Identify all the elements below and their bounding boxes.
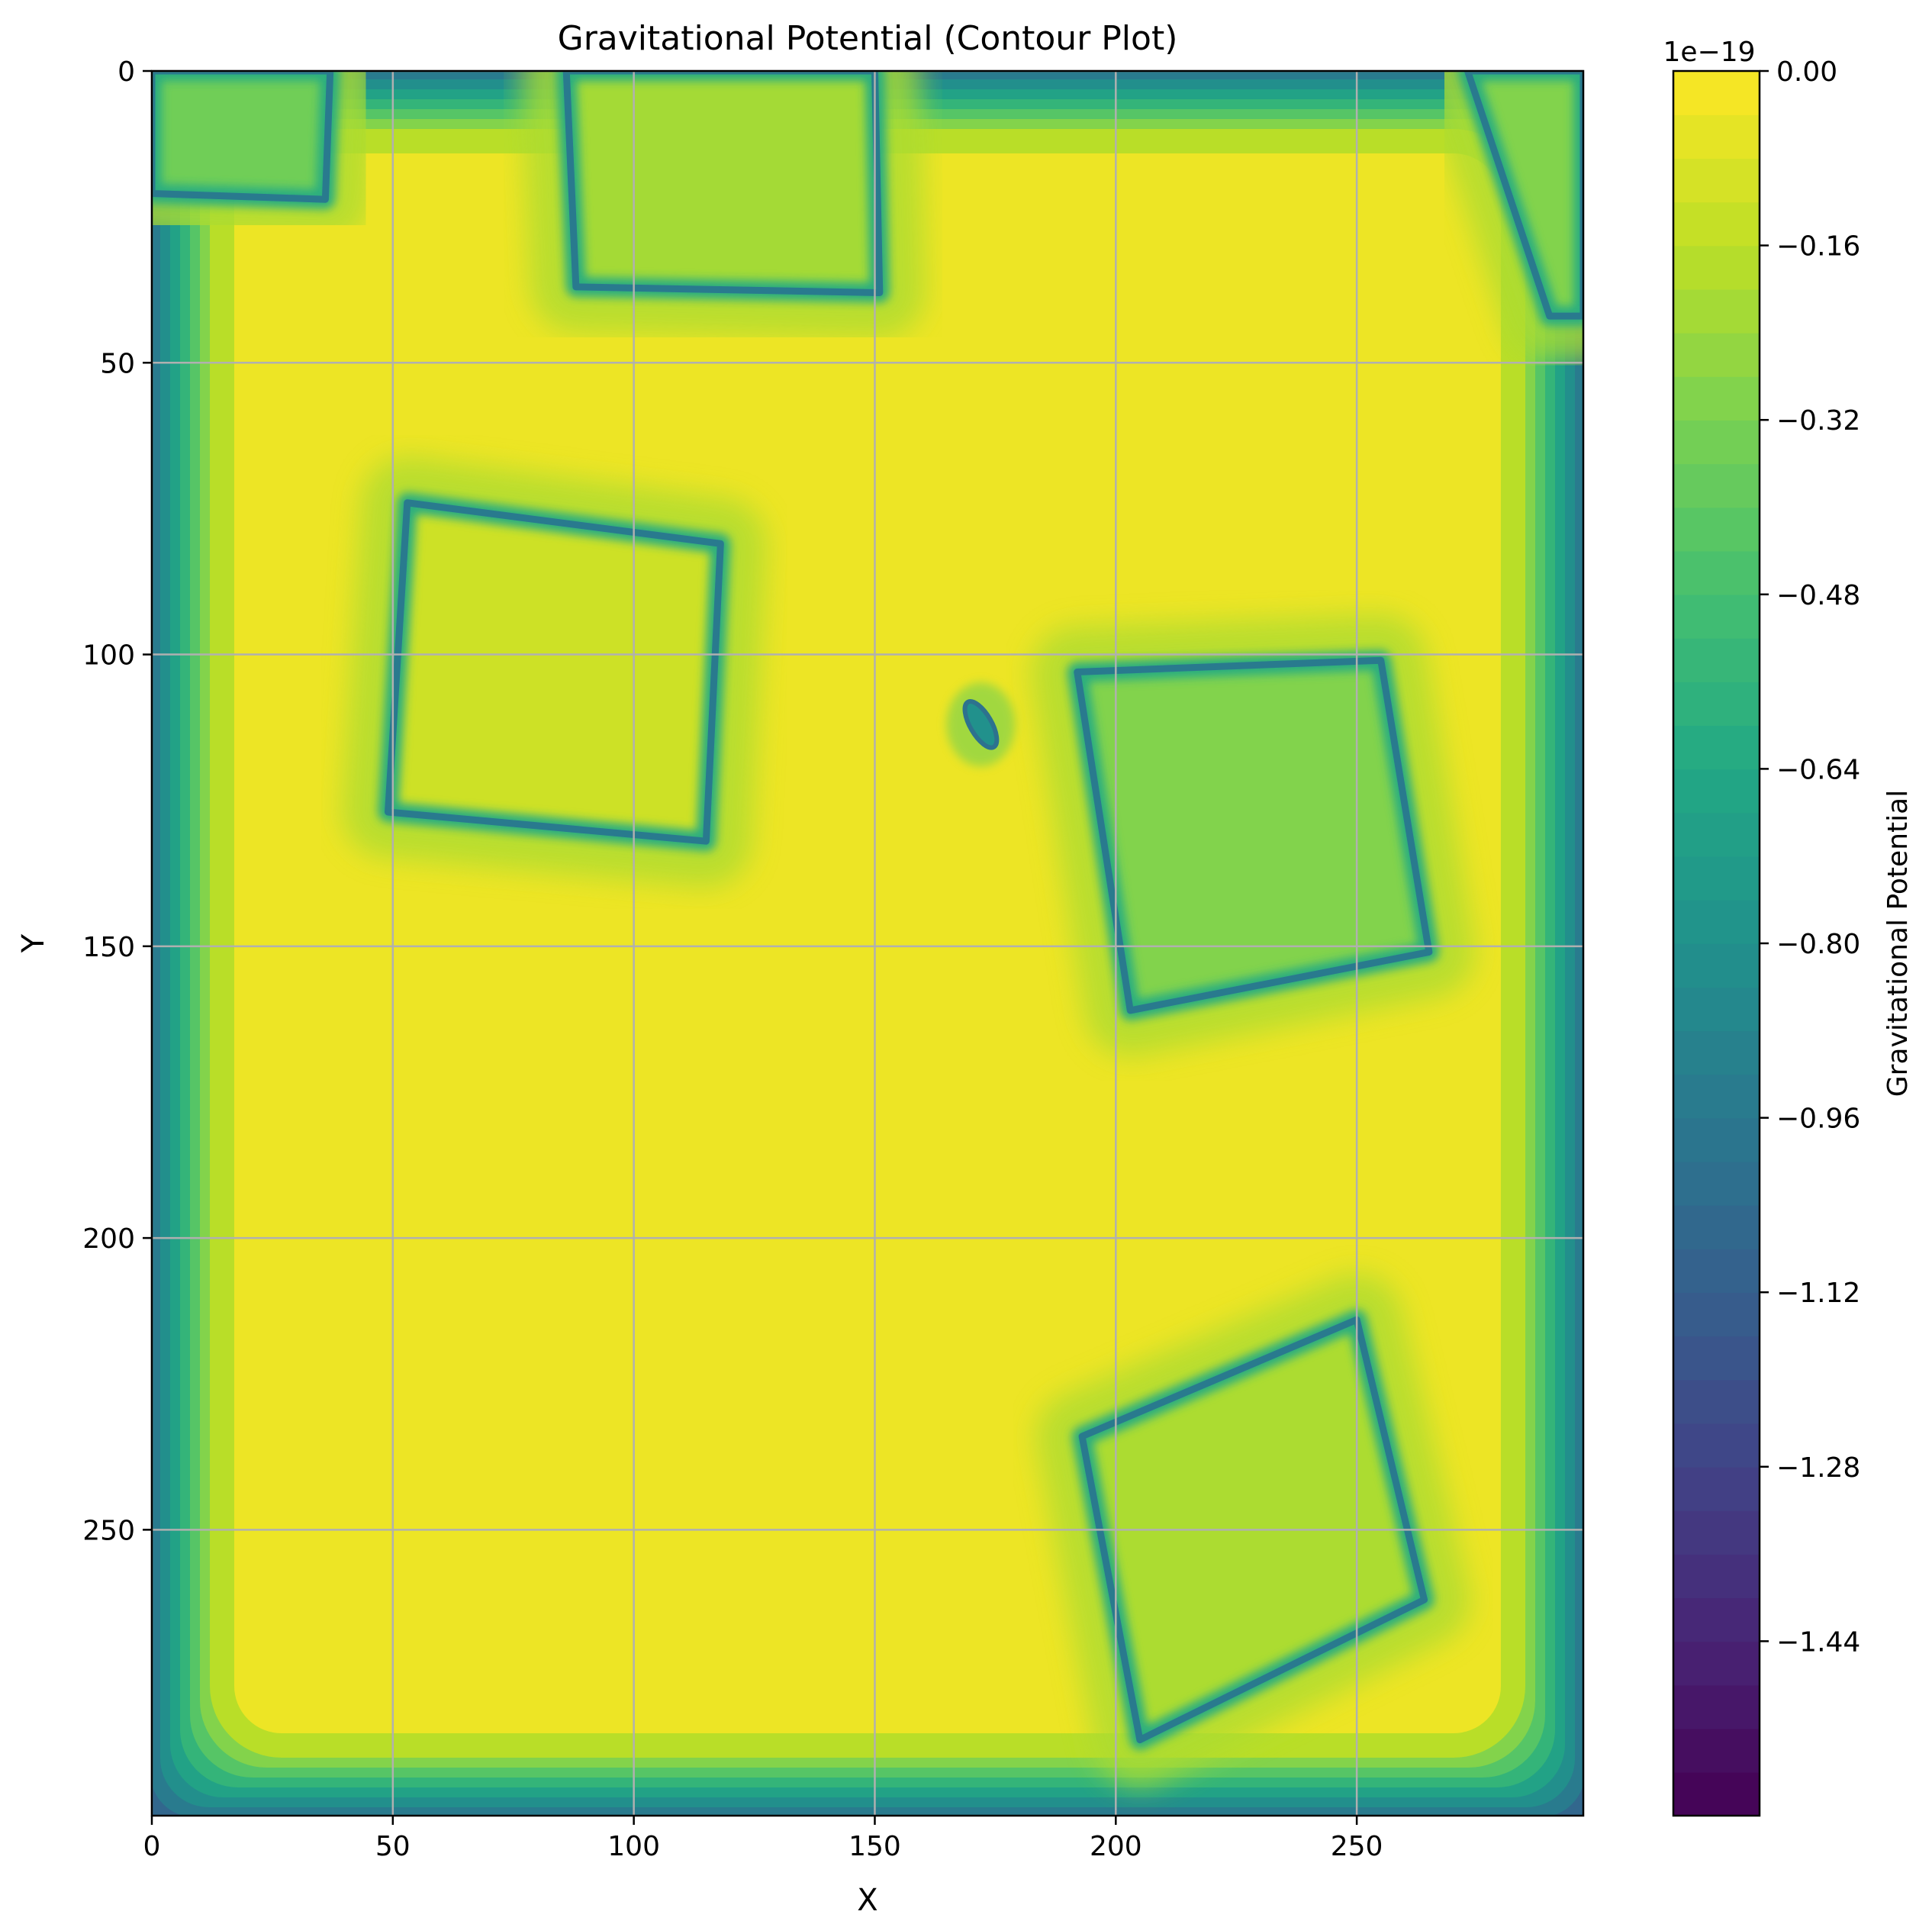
colorbar-band	[1673, 1597, 1760, 1642]
colorbar-tick-label: −1.12	[1776, 1278, 1860, 1309]
y-tick-label: 150	[82, 932, 135, 963]
colorbar-band	[1673, 1684, 1760, 1729]
colorbar-tick-label: −0.64	[1776, 754, 1860, 785]
colorbar-band	[1673, 1379, 1760, 1424]
feature-edge	[385, 499, 724, 845]
x-tick-label: 150	[848, 1831, 901, 1862]
colorbar-band	[1673, 856, 1760, 901]
feature-fill	[566, 71, 880, 293]
x-tick-label: 100	[607, 1831, 660, 1862]
y-axis-ticks: 0 50 100 150 200 250	[82, 56, 152, 1546]
colorbar-band	[1673, 1249, 1760, 1293]
colorbar-band	[1673, 682, 1760, 727]
colorbar-band	[1673, 550, 1760, 595]
colorbar-band	[1673, 1554, 1760, 1599]
colorbar-band	[1673, 420, 1760, 465]
feature-edge	[562, 71, 884, 297]
chart-title: Gravitational Potential (Contour Plot)	[558, 19, 1178, 58]
colorbar-band	[1673, 1336, 1760, 1381]
colorbar-band	[1673, 288, 1760, 334]
colorbar-tick-label: −0.48	[1776, 580, 1860, 611]
feature-fill	[388, 502, 721, 842]
colorbar-band	[1673, 769, 1760, 814]
colorbar-bands	[1673, 71, 1760, 1816]
feature	[1422, 71, 1583, 363]
feature	[946, 682, 1016, 767]
feature-edge	[1074, 656, 1433, 1014]
feature	[152, 71, 376, 246]
plot-frame	[150, 69, 1585, 1817]
colorbar-band	[1673, 376, 1760, 421]
feature-fill	[152, 71, 330, 200]
y-tick-label: 250	[82, 1515, 135, 1546]
colorbar-band	[1673, 1074, 1760, 1119]
colorbar-tick-label: −0.96	[1776, 1104, 1860, 1135]
colorbar-tick-label: −0.32	[1776, 405, 1860, 437]
colorbar-band	[1673, 1204, 1760, 1249]
colorbar-band	[1673, 71, 1760, 115]
y-tick-label: 200	[82, 1223, 135, 1255]
x-tick-label: 200	[1090, 1831, 1142, 1862]
colorbar-band	[1673, 1641, 1760, 1686]
colorbar-band	[1673, 201, 1760, 247]
colorbar-band	[1673, 158, 1760, 203]
y-axis-label: Y	[16, 933, 51, 953]
x-tick-label: 50	[375, 1831, 411, 1862]
y-tick-label: 0	[118, 56, 135, 88]
x-tick-label: 0	[143, 1831, 161, 1862]
feature	[520, 71, 926, 339]
y-tick-label: 50	[100, 348, 135, 379]
colorbar-tick-label: 0.00	[1776, 56, 1837, 88]
colorbar-band	[1673, 1728, 1760, 1773]
feature-edge	[1078, 1316, 1428, 1744]
colorbar-band	[1673, 637, 1760, 682]
colorbar-band	[1673, 1510, 1760, 1555]
colorbar-band	[1673, 899, 1760, 944]
colorbar-label: Gravitational Potential	[1882, 790, 1914, 1097]
colorbar-tick-label: −1.28	[1776, 1452, 1860, 1484]
feature-fill	[1077, 660, 1429, 1010]
colorbar-band	[1673, 943, 1760, 988]
colorbar-band	[1673, 507, 1760, 552]
plot-area: 0 50 100 150 200 250 0 50 100 150 200 250	[82, 56, 1585, 1862]
colorbar-band	[1673, 1117, 1760, 1162]
x-tick-label: 250	[1331, 1831, 1383, 1862]
colorbar-band	[1673, 1771, 1760, 1816]
colorbar-band	[1673, 594, 1760, 639]
feature-edge	[152, 71, 334, 203]
feature-edge	[1463, 71, 1583, 320]
colorbar-band	[1673, 245, 1760, 290]
colorbar-ticks: 0.00 −0.16 −0.32 −0.48 −0.64 −0.80 −0.96 −1.12 −…	[1760, 56, 1860, 1658]
colorbar-band	[1673, 812, 1760, 857]
colorbar-band	[1673, 987, 1760, 1032]
colorbar: 0.00 −0.16 −0.32 −0.48 −0.64 −0.80 −0.96 −1.12 −…	[1663, 37, 1914, 1817]
colorbar-tick-label: −0.16	[1776, 231, 1860, 263]
colorbar-band	[1673, 332, 1760, 377]
feature	[1031, 614, 1475, 1056]
colorbar-band	[1673, 114, 1760, 160]
colorbar-band	[1673, 725, 1760, 770]
colorbar-band	[1673, 1161, 1760, 1206]
colorbar-band	[1673, 1030, 1760, 1075]
x-axis-ticks: 0 50 100 150 200 250	[143, 1816, 1383, 1862]
x-axis-label: X	[857, 1883, 877, 1918]
y-tick-label: 100	[82, 640, 135, 672]
blob-core	[962, 699, 1000, 750]
colorbar-band	[1673, 1423, 1760, 1468]
colorbar-tick-label: −1.44	[1776, 1626, 1860, 1658]
colorbar-offset-label: 1e−19	[1663, 37, 1755, 68]
feature	[342, 456, 767, 888]
colorbar-band	[1673, 1292, 1760, 1337]
colorbar-band	[1673, 1466, 1760, 1511]
mass-features	[152, 71, 1583, 1786]
colorbar-band	[1673, 463, 1760, 508]
colorbar-tick-label: −0.80	[1776, 929, 1860, 960]
